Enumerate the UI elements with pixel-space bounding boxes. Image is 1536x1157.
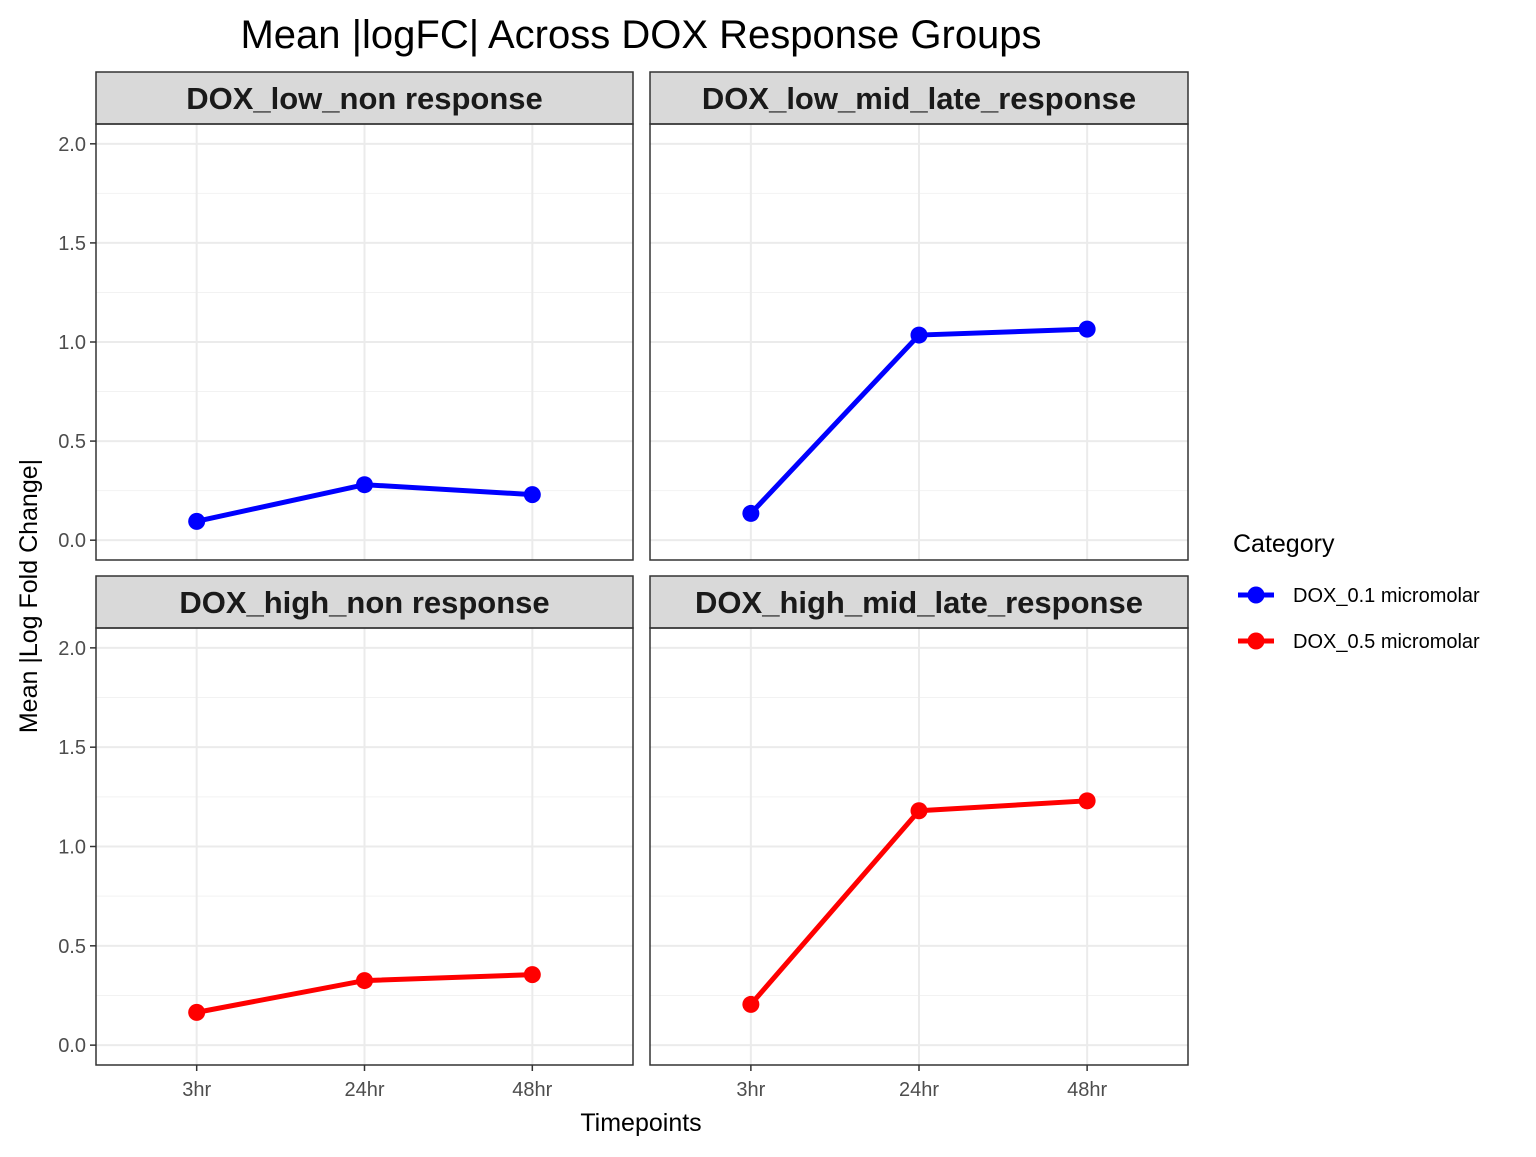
- x-tick-label: 24hr: [899, 1079, 939, 1101]
- data-point: [1078, 792, 1096, 810]
- legend: Category DOX_0.1 micromolar DOX_0.5 micro…: [1233, 530, 1480, 653]
- y-tick-label: 0.5: [58, 431, 86, 453]
- x-axis-title: Timepoints: [580, 1109, 701, 1137]
- legend-key-point: [1247, 632, 1265, 650]
- facet-panel: DOX_high_non response: [95, 575, 634, 1066]
- x-tick-label: 3hr: [736, 1079, 765, 1101]
- legend-entry-label: DOX_0.1 micromolar: [1293, 585, 1480, 607]
- x-axes: 3hr 24hr 48hr 3hr 24hr 48hr: [182, 1065, 1107, 1101]
- y-tick-label: 1.5: [58, 233, 86, 255]
- facet-strip-label: DOX_high_non response: [179, 585, 549, 620]
- facet-strip-label: DOX_low_mid_late_response: [702, 81, 1136, 116]
- data-point: [742, 995, 760, 1013]
- facet-panels: DOX_low_non response DOX_low_mid_late_res…: [95, 71, 1189, 1066]
- data-point: [188, 1003, 206, 1021]
- data-point: [523, 966, 541, 984]
- facet-panel: DOX_low_mid_late_response: [649, 71, 1189, 561]
- data-point: [910, 326, 928, 344]
- facet-strip: [649, 575, 1189, 629]
- y-tick-label: 0.0: [58, 530, 86, 552]
- facet-strip-label: DOX_low_non response: [186, 81, 543, 116]
- facet-strip: [95, 71, 634, 125]
- y-tick-label: 0.5: [58, 936, 86, 958]
- data-point: [910, 802, 928, 820]
- x-tick-label: 3hr: [182, 1079, 211, 1101]
- y-tick-label: 1.0: [58, 332, 86, 354]
- data-point: [356, 476, 373, 494]
- y-tick-label: 2.0: [58, 638, 86, 660]
- legend-key-point: [1247, 586, 1265, 604]
- x-tick-label: 48hr: [1067, 1079, 1107, 1101]
- panel-border: [649, 123, 1189, 561]
- x-tick-label: 48hr: [512, 1079, 552, 1101]
- y-tick-label: 1.0: [58, 837, 86, 859]
- legend-entry-label: DOX_0.5 micromolar: [1293, 631, 1480, 653]
- data-point: [1078, 320, 1096, 338]
- y-tick-label: 1.5: [58, 737, 86, 759]
- facet-strip-label: DOX_high_mid_late_response: [695, 585, 1143, 620]
- y-axis-title: Mean |Log Fold Change|: [15, 459, 43, 733]
- facet-panel: DOX_high_mid_late_response: [649, 575, 1189, 1066]
- y-tick-label: 0.0: [58, 1035, 86, 1057]
- legend-title: Category: [1233, 530, 1335, 558]
- facet-panel: DOX_low_non response: [95, 71, 634, 561]
- y-tick-label: 2.0: [58, 134, 86, 156]
- y-axes: 0.0 0.5 1.0 1.5 2.0 0.0 0.5 1.0 1.5 2.0: [58, 134, 96, 1057]
- x-tick-label: 24hr: [344, 1079, 384, 1101]
- data-point: [356, 972, 373, 990]
- data-point: [188, 512, 206, 530]
- data-point: [742, 504, 760, 522]
- chart-title: Mean |logFC| Across DOX Response Groups: [240, 13, 1041, 57]
- data-point: [523, 486, 541, 504]
